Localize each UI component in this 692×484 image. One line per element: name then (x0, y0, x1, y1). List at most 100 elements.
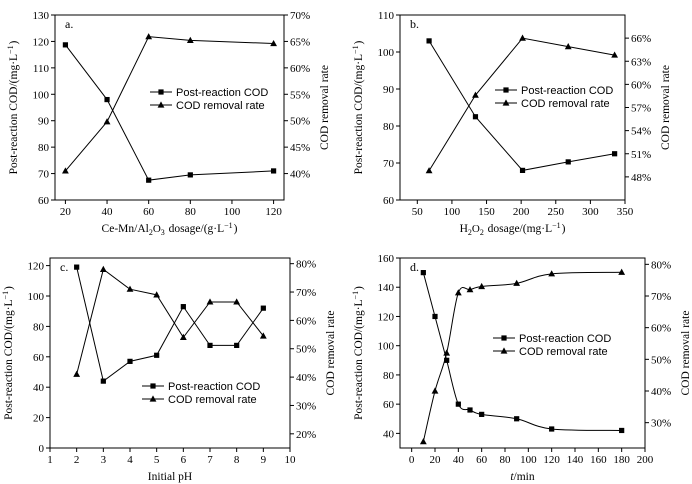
data-point-cod (207, 342, 213, 348)
y-right-tick-label: 40% (290, 169, 310, 181)
y-right-tick-label: 50% (290, 116, 310, 128)
y-right-axis-label: COD removal rate (319, 65, 331, 150)
data-point-removal-rate (519, 34, 526, 41)
y-right-tick-label: 60% (296, 315, 316, 327)
y-right-tick-label: 20% (296, 429, 316, 441)
x-tick-label: 3 (101, 454, 107, 466)
x-tick-label: 80 (500, 454, 512, 466)
chart-panel-1: 20 40 60 80 100 120 60 70 80 90 100 110 120 130 40% 45%… (6, 10, 331, 237)
legend-marker-square (503, 87, 509, 93)
y-right-tick-label: 60% (290, 63, 310, 75)
x-tick-label: 250 (548, 206, 565, 218)
y-left-axis-label: Post-reaction COD/(mg·L−1 ) (1, 286, 15, 420)
data-point-cod (127, 358, 133, 364)
data-point-removal-rate (179, 333, 187, 341)
y-right-tick-label: 50% (651, 354, 671, 366)
x-tick-label: 8 (234, 454, 240, 466)
x-axis-label: Ce-Mn/Al2O3 dosage/(g·L−1 ) (102, 221, 238, 237)
x-tick-label: 100 (520, 454, 537, 466)
legend-label: Post-reaction COD (176, 87, 268, 99)
y-right-tick-label: 30% (651, 418, 671, 430)
y-right-tick-label: 63% (631, 56, 651, 68)
panel-letter: a. (65, 17, 73, 31)
y-left-tick-label: 100 (378, 47, 395, 59)
y-left-tick-label: 60 (383, 195, 395, 207)
y-left-axis-label: Post-reaction COD/(mg·L−1 ) (6, 40, 20, 174)
x-tick-label: 160 (590, 454, 607, 466)
data-point-cod (154, 352, 160, 358)
x-tick-label: 120 (265, 206, 282, 218)
data-point-cod (549, 426, 555, 432)
x-tick-label: 140 (567, 454, 584, 466)
data-point-removal-rate (466, 286, 474, 293)
y-right-tick-label: 40% (651, 386, 671, 398)
legend-marker-triangle (502, 99, 510, 106)
y-left-tick-label: 110 (378, 10, 395, 22)
data-point-removal-rate (99, 265, 107, 272)
data-point-removal-rate (548, 270, 556, 277)
y-right-tick-label: 65% (290, 36, 310, 48)
legend-marker-triangle (500, 347, 508, 354)
legend-marker-square (501, 335, 507, 341)
data-point-cod (432, 313, 438, 320)
data-point-cod (260, 305, 266, 311)
data-point-cod (420, 270, 426, 276)
x-axis-label: t/min (510, 471, 535, 483)
data-point-cod (104, 96, 110, 103)
data-point-cod (612, 151, 618, 157)
legend-label: COD removal rate (519, 346, 608, 358)
data-point-cod (467, 407, 473, 413)
y-left-tick-label: 110 (33, 63, 50, 75)
y-right-axis-label: COD removal rate (325, 311, 337, 396)
x-tick-label: 300 (582, 206, 599, 218)
x-axis-label: H2O2 dosage/(mg·L−1 ) (460, 221, 566, 237)
y-left-tick-label: 70 (383, 158, 395, 170)
chart-panel-3: 1 2 3 4 5 6 7 8 9 1002040608010012020%30%40%50%60… (1, 257, 337, 483)
y-left-tick-label: 120 (378, 311, 395, 323)
data-point-removal-rate (611, 51, 619, 58)
y-right-tick-label: 40% (296, 372, 316, 384)
chart-panel-2: 50 100 150 200 250 300 350 60 70 80 90 100 110 48% 51%… (351, 10, 672, 237)
panel-letter: b. (410, 17, 419, 31)
x-tick-label: 10 (285, 454, 297, 466)
data-point-removal-rate (454, 289, 462, 296)
y-right-tick-label: 70% (290, 10, 310, 22)
y-right-axis-label: COD removal rate (680, 311, 692, 396)
y-left-tick-label: 90 (38, 116, 50, 128)
y-right-tick-label: 30% (296, 400, 316, 412)
y-right-tick-label: 60% (631, 79, 651, 91)
y-right-tick-label: 80% (651, 259, 671, 271)
data-point-cod (270, 168, 277, 174)
y-left-tick-label: 160 (378, 253, 395, 265)
y-left-tick-label: 0 (39, 443, 45, 455)
data-point-removal-rate (103, 118, 111, 125)
series-line-removal-rate (76, 268, 264, 375)
x-tick-label: 20 (60, 206, 72, 218)
legend-marker-triangle (149, 395, 157, 402)
data-point-removal-rate (443, 349, 451, 356)
plot-frame (49, 257, 291, 449)
x-tick-label: 120 (543, 454, 560, 466)
y-left-tick-label: 80 (38, 142, 50, 154)
data-point-removal-rate (153, 291, 161, 298)
y-right-tick-label: 80% (296, 259, 316, 271)
x-tick-label: 0 (409, 454, 415, 466)
data-point-removal-rate (618, 268, 626, 275)
y-left-axis-label: Post-reaction COD/(mg·L−1 ) (351, 40, 365, 174)
y-right-tick-label: 48% (631, 172, 651, 184)
x-tick-label: 100 (224, 206, 241, 218)
data-point-removal-rate (233, 298, 241, 305)
legend-label: COD removal rate (168, 394, 257, 406)
x-tick-label: 2 (74, 454, 80, 466)
data-point-cod (146, 177, 152, 183)
y-right-tick-label: 51% (631, 149, 651, 161)
y-left-tick-label: 40 (33, 382, 45, 394)
x-tick-label: 350 (617, 206, 634, 218)
data-point-removal-rate (270, 39, 277, 47)
x-tick-label: 60 (476, 454, 488, 466)
y-left-tick-label: 60 (33, 352, 45, 364)
x-tick-label: 20 (430, 454, 442, 466)
y-left-tick-label: 70 (38, 169, 50, 181)
y-left-axis-label: Post-reaction COD/(mg·L−1 ) (351, 286, 365, 420)
